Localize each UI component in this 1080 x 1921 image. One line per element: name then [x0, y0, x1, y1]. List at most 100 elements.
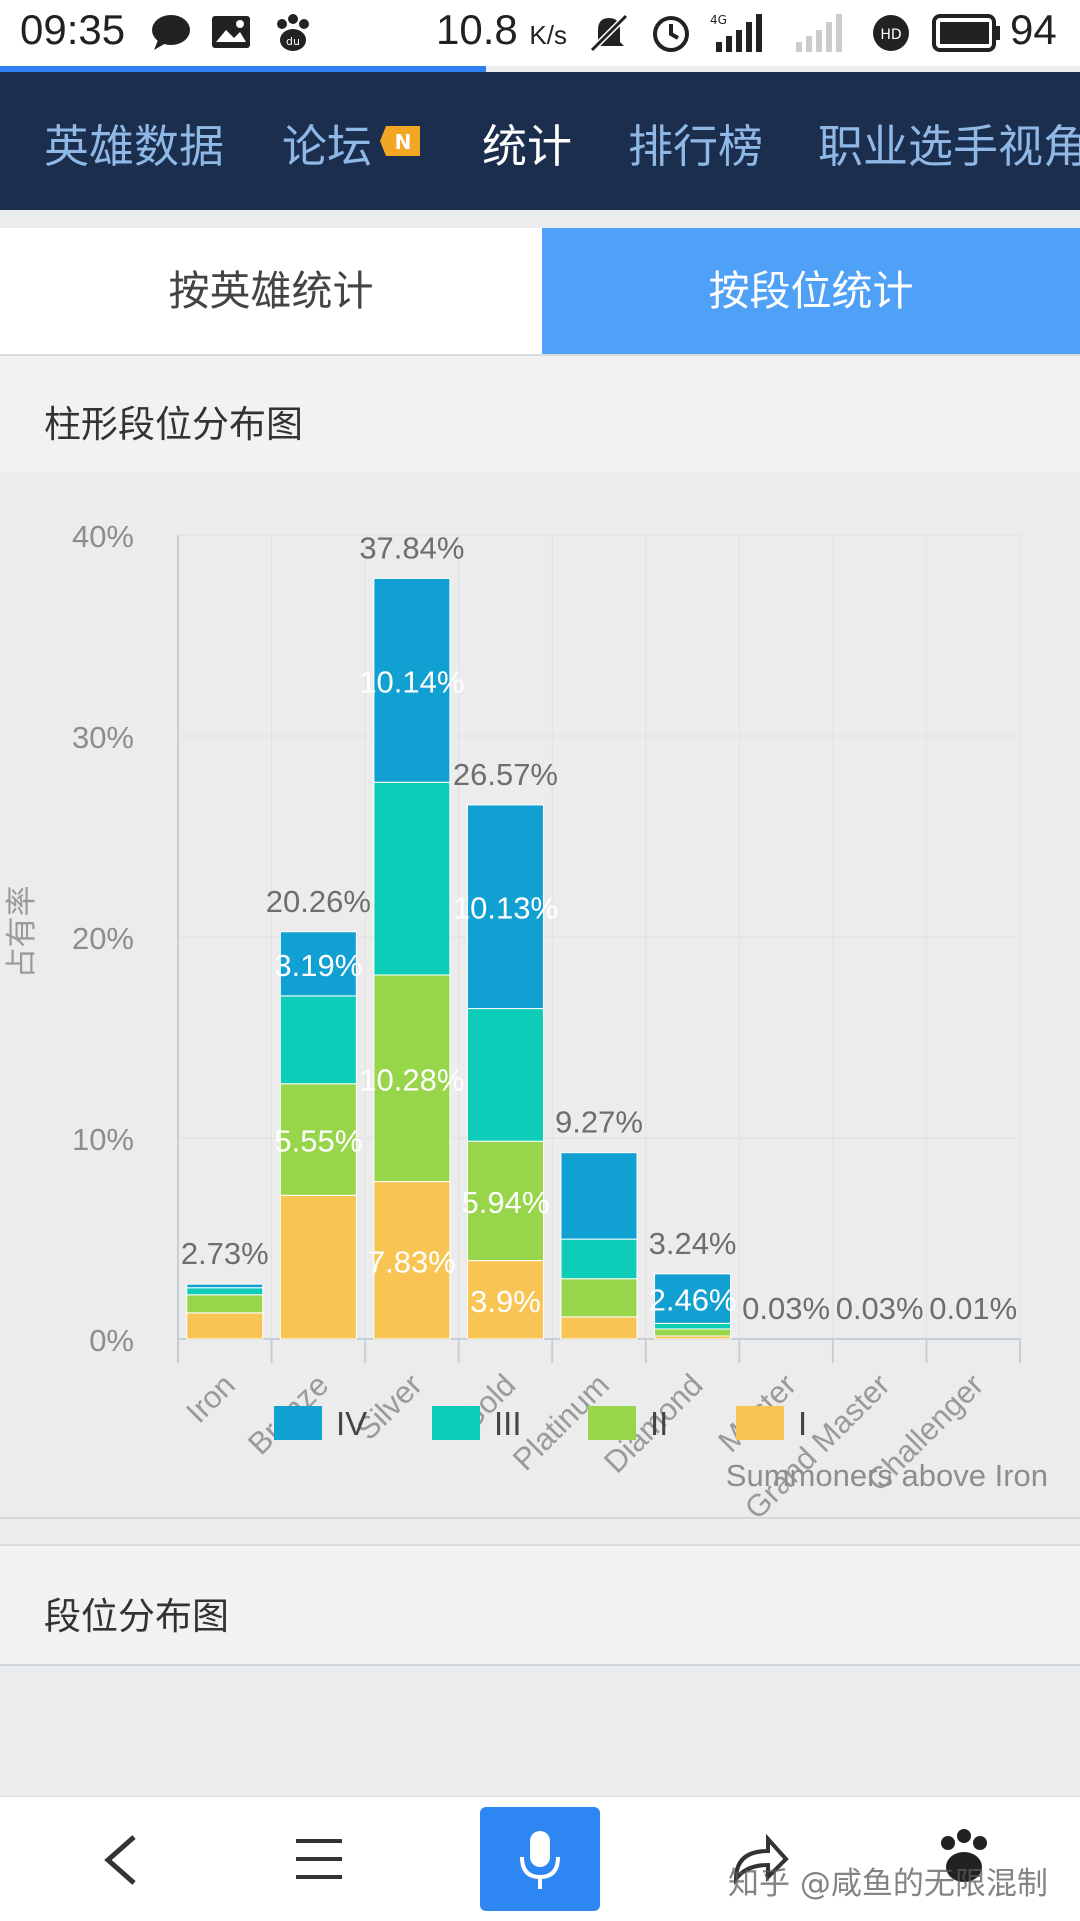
bar-segment-i-platinum — [560, 1316, 638, 1340]
watermark: 知乎 @咸鱼的无限混制 — [728, 1866, 1048, 1902]
top-nav: 英雄数据 论坛 N 统计 排行榜 职业选手视角 — [0, 72, 1080, 210]
nav-item-pro-view[interactable]: 职业选手视角 — [818, 120, 1080, 173]
bar-segment-iii-gold — [466, 1008, 544, 1142]
net-type-label: 4G — [710, 13, 727, 27]
nav-item-hero-data[interactable]: 英雄数据 — [44, 120, 225, 173]
battery-percent: 94 — [1010, 6, 1057, 53]
bar-segment-i-bronze — [279, 1194, 357, 1340]
legend-label-ii: II — [650, 1405, 668, 1442]
net-speed: 10.8 K/s — [436, 6, 567, 54]
bar-total-label: 9.27% — [555, 1105, 643, 1140]
distribution-section-header: 段位分布图 — [0, 1544, 1080, 1666]
nav-item-statistics[interactable]: 统计 — [482, 120, 573, 173]
bar-segment-iii-bronze — [279, 995, 357, 1085]
stat-tab-bar: 按英雄统计 按段位统计 — [0, 228, 1080, 354]
bar-segment-i-gold — [466, 1260, 544, 1340]
segment-data-label: 10.14% — [359, 664, 464, 699]
x-category-label: Iron — [179, 1367, 242, 1430]
bar-segment-i-silver — [373, 1181, 451, 1340]
image-notification-icon — [212, 16, 250, 48]
legend-label-iii: III — [494, 1405, 522, 1442]
bar-chart-section-header: 柱形段位分布图 — [0, 354, 1080, 474]
bar-segment-iv-platinum — [560, 1152, 638, 1240]
new-badge-label: N — [395, 130, 412, 154]
y-tick-label: 20% — [72, 921, 134, 956]
bar-segment-ii-silver — [373, 974, 451, 1183]
status-bar: 09:35 du 10.8 K/s 4G HD 94 — [0, 0, 1080, 66]
bar-segment-ii-bronze — [279, 1083, 357, 1196]
legend-swatch-iii — [432, 1406, 480, 1440]
bar-segment-iii-platinum — [560, 1238, 638, 1280]
legend-label-i: I — [798, 1405, 807, 1442]
voice-search-button[interactable] — [480, 1807, 600, 1911]
share-icon[interactable] — [730, 1829, 790, 1885]
status-time: 09:35 — [20, 6, 126, 53]
new-badge-icon: N — [380, 126, 420, 156]
bar-segment-iv-diamond — [654, 1273, 732, 1324]
legend-swatch-ii — [588, 1406, 636, 1440]
segment-data-label: 5.55% — [274, 1124, 362, 1159]
bar-segment-iv-bronze — [279, 931, 357, 997]
bar-total-label: 26.57% — [453, 757, 558, 792]
bar-segment-ii-platinum — [560, 1278, 638, 1318]
distribution-section-title: 段位分布图 — [44, 1595, 229, 1638]
chart-footnote: Summoners above Iron — [726, 1458, 1048, 1493]
hd-icon: HD — [873, 15, 909, 51]
battery-icon — [932, 14, 1000, 52]
y-tick-label: 0% — [89, 1323, 134, 1358]
bar-total-label: 20.26% — [266, 884, 371, 919]
bar-total-label: 2.73% — [181, 1236, 269, 1271]
bar-segment-ii-diamond — [654, 1328, 732, 1337]
segment-data-label: 3.19% — [274, 948, 362, 983]
bar-segment-iii-diamond — [654, 1322, 732, 1330]
svg-text:du: du — [286, 35, 300, 48]
bar-total-label: 3.24% — [649, 1226, 737, 1261]
bar-segment-i-iron — [186, 1312, 264, 1340]
alarm-icon — [653, 16, 689, 52]
legend-label-iv: IV — [336, 1405, 367, 1442]
bar-segment-iv-iron — [186, 1283, 264, 1289]
nav-item-forum[interactable]: 论坛 — [282, 120, 373, 173]
tab-by-rank[interactable]: 按段位统计 — [542, 228, 1080, 354]
rank-bar-chart-panel: 0% 10% 20% 30% 40% 占有率 2.73% Iron 5.55% 3.19% 20.2… — [0, 472, 1080, 1519]
svg-text:HD: HD — [880, 27, 901, 43]
tab-by-hero[interactable]: 按英雄统计 — [0, 228, 542, 354]
bar-total-label: 0.01% — [929, 1291, 1017, 1326]
segment-data-label: 10.13% — [453, 891, 558, 926]
bar-segment-ii-iron — [186, 1294, 264, 1314]
legend-swatch-i — [736, 1406, 784, 1440]
segment-data-label: 3.9% — [470, 1284, 541, 1319]
net-speed-value: 10.8 — [436, 6, 518, 53]
bar-chart-section-title: 柱形段位分布图 — [44, 403, 303, 446]
segment-data-label: 2.46% — [649, 1283, 737, 1318]
y-tick-label: 30% — [72, 720, 134, 755]
page-load-progress — [0, 66, 486, 72]
segment-data-label: 7.83% — [368, 1244, 456, 1279]
bar-total-label: 0.03% — [836, 1291, 924, 1326]
bar-total-label: 37.84% — [359, 530, 464, 565]
y-tick-label: 40% — [72, 519, 134, 554]
bar-segment-iii-silver — [373, 781, 451, 976]
bar-segment-iv-gold — [466, 804, 544, 1010]
net-speed-unit: K/s — [529, 20, 567, 50]
nav-item-leaderboard[interactable]: 排行榜 — [628, 120, 764, 173]
paw-icon[interactable] — [936, 1827, 992, 1887]
bar-total-label: 0.03% — [742, 1291, 830, 1326]
signal-sim2-icon — [796, 14, 842, 52]
rank-bar-chart: 0% 10% 20% 30% 40% 占有率 2.73% Iron 5.55% 3.19% 20.2… — [4, 519, 1048, 1517]
signal-4g-icon: 4G — [710, 13, 762, 52]
segment-data-label: 10.28% — [359, 1062, 464, 1097]
baidu-paw-icon: du — [277, 14, 309, 51]
bar-segment-iii-iron — [186, 1287, 264, 1296]
browser-bottom-bar — [0, 1796, 1080, 1921]
y-tick-label: 10% — [72, 1122, 134, 1157]
segment-data-label: 5.94% — [461, 1185, 549, 1220]
microphone-icon — [520, 1831, 560, 1889]
y-axis-title: 占有率 — [4, 886, 40, 979]
legend-swatch-iv — [274, 1406, 322, 1440]
mute-bell-icon — [589, 13, 629, 53]
bar-segment-iv-silver — [373, 577, 451, 783]
chat-bubble-icon — [152, 15, 190, 50]
menu-icon[interactable] — [294, 1837, 344, 1881]
back-icon[interactable] — [100, 1833, 140, 1887]
